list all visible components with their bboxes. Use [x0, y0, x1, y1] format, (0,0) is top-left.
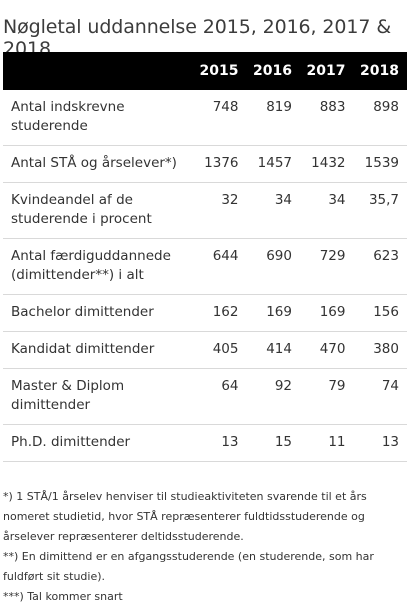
value-cell-2018: 380 — [353, 331, 407, 369]
value-cell-2017: 34 — [300, 182, 354, 239]
value-cell-2016: 92 — [246, 368, 300, 425]
value-cell-2015: 162 — [193, 294, 247, 332]
header-year-2018: 2018 — [360, 63, 399, 79]
footnotes: *) 1 STÅ/1 årselev henviser til studieak… — [3, 487, 413, 607]
page-title: Nøgletal uddannelse 2015, 2016, 2017 & 2… — [3, 15, 392, 60]
value-cell-2018: 35,7 — [353, 182, 407, 239]
table-row: Antal indskrevne studerende 748 819 883 898 — [3, 90, 407, 146]
table-row: Ph.D. dimittender 13 15 11 13 — [3, 424, 407, 462]
value-cell-2018: 74 — [353, 368, 407, 425]
value-cell-2015: 644 — [193, 238, 247, 295]
row-label: Kvindeandel af de studerende i procent — [3, 182, 193, 239]
footnote: *) 1 STÅ/1 årselev henviser til studieak… — [3, 490, 367, 543]
value-cell-2018: 156 — [353, 294, 407, 332]
value-cell-2015: 748 — [193, 90, 247, 146]
key-figures-table: 2015 2016 2017 2018 Antal indskrevne stu… — [3, 52, 407, 462]
row-label: Bachelor dimittender — [3, 294, 193, 332]
value-cell-2018: 898 — [353, 90, 407, 146]
header-label-cell — [3, 52, 193, 90]
row-label: Antal færdiguddannede (dimittender**) i … — [3, 238, 193, 295]
row-label: Kandidat dimittender — [3, 331, 193, 369]
value-cell-2015: 64 — [193, 368, 247, 425]
value-cell-2018: 1539 — [353, 145, 407, 183]
value-cell-2017: 470 — [300, 331, 354, 369]
table-row: Master & Diplom dimittender 64 92 79 74 — [3, 368, 407, 425]
value-cell-2017: 79 — [300, 368, 354, 425]
value-cell-2016: 34 — [246, 182, 300, 239]
row-label: Master & Diplom dimittender — [3, 368, 193, 425]
value-cell-2016: 690 — [246, 238, 300, 295]
value-cell-2018: 623 — [353, 238, 407, 295]
value-cell-2017: 729 — [300, 238, 354, 295]
table-row: Kandidat dimittender 405 414 470 380 — [3, 331, 407, 369]
value-cell-2016: 414 — [246, 331, 300, 369]
value-cell-2015: 32 — [193, 182, 247, 239]
table-body: Antal indskrevne studerende 748 819 883 898 A… — [3, 90, 407, 462]
footnote: **) En dimittend er en afgangsstuderende… — [3, 550, 374, 583]
value-cell-2016: 169 — [246, 294, 300, 332]
table-row: Antal STÅ og årselever*) 1376 1457 1432 1539 — [3, 145, 407, 183]
table-row: Antal færdiguddannede (dimittender**) i … — [3, 238, 407, 295]
value-cell-2017: 11 — [300, 424, 354, 462]
value-cell-2016: 819 — [246, 90, 300, 146]
value-cell-2015: 405 — [193, 331, 247, 369]
row-label: Ph.D. dimittender — [3, 424, 193, 462]
header-year-2016: 2016 — [253, 63, 292, 79]
table-row: Bachelor dimittender 162 169 169 156 — [3, 294, 407, 332]
header-row: 2015 2016 2017 2018 — [3, 52, 407, 90]
value-cell-2017: 883 — [300, 90, 354, 146]
footnote: ***) Tal kommer snart — [3, 590, 123, 603]
row-label: Antal indskrevne studerende — [3, 90, 193, 146]
table-row: Kvindeandel af de studerende i procent 32… — [3, 182, 407, 239]
header-year-2017: 2017 — [306, 63, 346, 79]
value-cell-2015: 1376 — [193, 145, 247, 183]
value-cell-2016: 15 — [246, 424, 300, 462]
value-cell-2018: 13 — [353, 424, 407, 462]
value-cell-2015: 13 — [193, 424, 247, 462]
header-year-2015: 2015 — [199, 63, 239, 79]
value-cell-2017: 1432 — [300, 145, 354, 183]
row-label: Antal STÅ og årselever*) — [3, 145, 193, 183]
value-cell-2016: 1457 — [246, 145, 300, 183]
table-header: 2015 2016 2017 2018 — [3, 52, 407, 90]
value-cell-2017: 169 — [300, 294, 354, 332]
